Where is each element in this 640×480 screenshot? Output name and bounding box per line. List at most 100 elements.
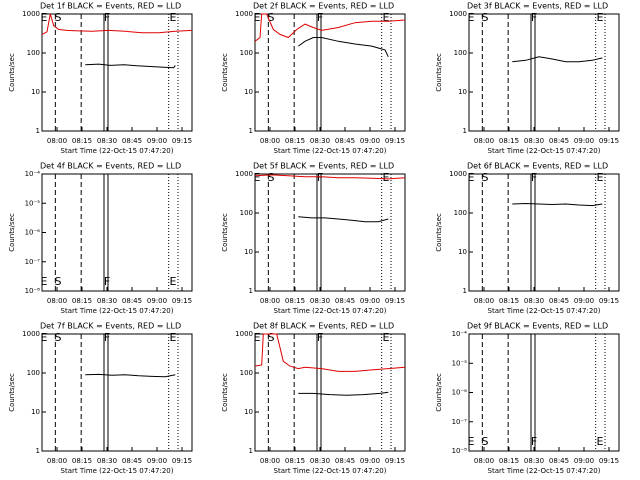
x-tick-label: 08:45 — [335, 137, 355, 145]
y-tick-label: 10 — [244, 248, 253, 256]
series-line — [254, 174, 406, 180]
x-tick-label: 08:30 — [310, 137, 330, 145]
x-tick-label: 09:15 — [172, 137, 192, 145]
y-axis-label: Counts/sec — [435, 373, 443, 412]
panel-title: Det 2f BLACK = Events, RED = LLD — [253, 2, 394, 11]
x-tick-label: 08:45 — [122, 297, 142, 305]
y-tick-label: 100 — [27, 49, 40, 57]
event-label: F — [317, 331, 323, 344]
panel: Det 6f BLACK = Events, RED = LLD Counts/s… — [435, 162, 620, 315]
event-label: E — [41, 331, 48, 344]
y-tick-label: 1 — [249, 447, 253, 455]
x-tick-label: 08:45 — [549, 457, 569, 465]
plot-frame — [41, 333, 193, 452]
x-tick-label: 09:15 — [172, 457, 192, 465]
x-tick-label: 09:00 — [147, 137, 167, 145]
series-line — [512, 202, 603, 207]
x-tick-label: 08:15 — [72, 457, 92, 465]
x-tick-label: 08:45 — [335, 297, 355, 305]
y-tick-label: 1000 — [235, 170, 253, 178]
x-tick-label: 08:00 — [474, 297, 494, 305]
panel-title: Det 4f BLACK = Events, RED = LLD — [40, 162, 181, 171]
panel: Det 1f BLACK = Events, RED = LLD Counts/s… — [8, 2, 193, 155]
x-tick-label: 08:45 — [122, 137, 142, 145]
y-tick-label: 10 — [244, 408, 253, 416]
x-tick-label: 08:30 — [97, 297, 117, 305]
x-tick-label: 09:00 — [574, 297, 594, 305]
y-tick-label: 1 — [463, 127, 467, 135]
series-line — [298, 391, 389, 396]
x-tick-label: 08:00 — [474, 457, 494, 465]
x-tick-label: 09:00 — [360, 297, 380, 305]
x-axis-label: Start Time (22-Oct-15 07:47:20) — [274, 467, 387, 475]
y-tick-label: 1000 — [449, 10, 467, 18]
y-tick-label: 100 — [454, 49, 467, 57]
event-label: E — [468, 11, 475, 24]
event-label: E — [597, 171, 604, 184]
x-axis-label: Start Time (22-Oct-15 07:47:20) — [61, 307, 174, 315]
x-tick-label: 08:45 — [335, 457, 355, 465]
panel-title: Det 8f BLACK = Events, RED = LLD — [253, 322, 394, 331]
x-tick-label: 09:00 — [360, 137, 380, 145]
y-tick-label: 10⁻⁵ — [25, 199, 41, 207]
y-tick-label: 10 — [31, 408, 40, 416]
y-tick-label: 1000 — [449, 170, 467, 178]
event-label: S — [268, 171, 275, 184]
x-tick-label: 08:15 — [499, 137, 519, 145]
x-tick-label: 08:00 — [474, 137, 494, 145]
event-label: E — [41, 11, 48, 24]
y-tick-label: 100 — [240, 369, 253, 377]
plot-frame — [468, 13, 620, 132]
y-tick-label: 1 — [36, 127, 40, 135]
panel-title: Det 3f BLACK = Events, RED = LLD — [467, 2, 608, 11]
y-axis-label: Counts/sec — [8, 373, 16, 412]
x-axis-label: Start Time (22-Oct-15 07:47:20) — [488, 467, 601, 475]
panel-title: Det 7f BLACK = Events, RED = LLD — [40, 322, 181, 331]
y-tick-label: 10 — [244, 88, 253, 96]
series-line — [85, 373, 176, 378]
x-axis-label: Start Time (22-Oct-15 07:47:20) — [274, 147, 387, 155]
x-tick-label: 08:15 — [72, 137, 92, 145]
event-label: S — [55, 11, 62, 24]
y-tick-label: 10⁻⁸ — [25, 287, 41, 295]
event-label: E — [597, 435, 604, 448]
x-tick-label: 08:00 — [260, 137, 280, 145]
x-tick-label: 08:00 — [47, 137, 67, 145]
y-tick-label: 10⁻⁴ — [25, 170, 41, 178]
event-label: S — [482, 11, 489, 24]
y-tick-label: 1 — [36, 447, 40, 455]
x-tick-label: 08:15 — [285, 137, 305, 145]
x-tick-label: 09:15 — [172, 297, 192, 305]
x-tick-label: 08:15 — [285, 457, 305, 465]
x-tick-label: 08:30 — [97, 457, 117, 465]
y-tick-label: 10⁻⁷ — [25, 258, 41, 266]
x-tick-label: 08:00 — [47, 457, 67, 465]
event-label: S — [268, 11, 275, 24]
y-tick-label: 10⁻⁸ — [452, 447, 468, 455]
x-axis-label: Start Time (22-Oct-15 07:47:20) — [61, 147, 174, 155]
y-tick-label: 10⁻⁴ — [452, 330, 468, 338]
x-tick-label: 08:30 — [310, 297, 330, 305]
event-label: F — [531, 435, 537, 448]
y-axis-label: Counts/sec — [221, 373, 229, 412]
event-label: E — [254, 11, 261, 24]
x-axis-label: Start Time (22-Oct-15 07:47:20) — [488, 307, 601, 315]
plot-frame — [254, 333, 406, 452]
x-tick-label: 09:00 — [147, 297, 167, 305]
y-tick-label: 10⁻⁷ — [452, 418, 468, 426]
event-label: F — [531, 11, 537, 24]
x-tick-label: 08:00 — [47, 297, 67, 305]
y-tick-label: 1000 — [22, 330, 40, 338]
panel-title: Det 9f BLACK = Events, RED = LLD — [467, 322, 608, 331]
event-label: S — [482, 171, 489, 184]
plot-frame — [254, 13, 406, 132]
panel: Det 2f BLACK = Events, RED = LLD Counts/s… — [221, 2, 406, 155]
x-axis-label: Start Time (22-Oct-15 07:47:20) — [61, 467, 174, 475]
event-label: E — [383, 171, 390, 184]
y-tick-label: 10 — [31, 88, 40, 96]
x-tick-label: 09:00 — [147, 457, 167, 465]
event-label: S — [55, 275, 62, 288]
event-label: E — [468, 435, 475, 448]
x-tick-label: 09:00 — [574, 457, 594, 465]
